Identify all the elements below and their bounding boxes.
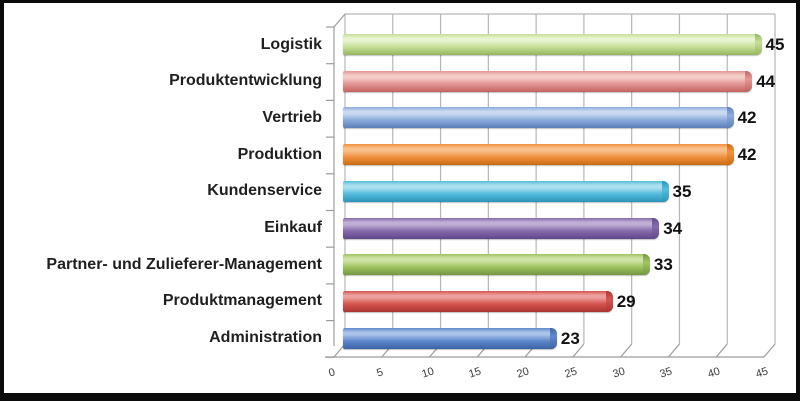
bar-end-cap (661, 180, 669, 202)
value-label: 45 (765, 35, 785, 54)
value-label: 35 (672, 181, 692, 201)
gridlines-and-axes (325, 13, 776, 358)
value-label: 42 (737, 145, 757, 165)
category-label: Vertrieb (262, 108, 322, 126)
bar-end-cap (726, 107, 734, 129)
bar-logistik (343, 34, 762, 55)
category-label: Produktmanagement (162, 292, 322, 310)
category-label: Administration (209, 329, 322, 347)
value-label: 42 (737, 108, 757, 128)
category-label: Kundenservice (207, 182, 322, 200)
category-label: Partner- und Zulieferer-Management (46, 255, 322, 273)
bar-end-cap (726, 144, 734, 166)
bar-end-cap (605, 290, 613, 312)
bar-vertrieb (343, 107, 734, 129)
bar-chart: Logistik 45 Produktentwicklung 44 Vertrieb 42… (4, 3, 796, 393)
bar-administration (343, 327, 557, 349)
bar-end-cap (745, 70, 753, 92)
bar-kundenservice (343, 180, 669, 202)
bar-produktentwicklung (343, 70, 753, 92)
bar-end-cap (754, 34, 762, 55)
bar-partner-und-zulieferer-management (343, 254, 650, 276)
bar-einkauf (343, 217, 660, 239)
bar-produktion (343, 144, 734, 166)
category-label: Produktion (237, 145, 322, 163)
value-label: 33 (653, 255, 673, 275)
value-label: 34 (663, 218, 683, 238)
value-label: 29 (616, 291, 636, 311)
category-label: Produktentwicklung (169, 72, 322, 90)
bar-end-cap (549, 327, 557, 349)
value-label: 44 (756, 71, 776, 91)
bar-end-cap (652, 217, 660, 239)
bar-end-cap (642, 254, 650, 276)
bar-produktmanagement (343, 290, 613, 312)
category-label: Logistik (260, 35, 322, 53)
category-label: Einkauf (264, 219, 322, 236)
value-label: 23 (560, 328, 580, 348)
